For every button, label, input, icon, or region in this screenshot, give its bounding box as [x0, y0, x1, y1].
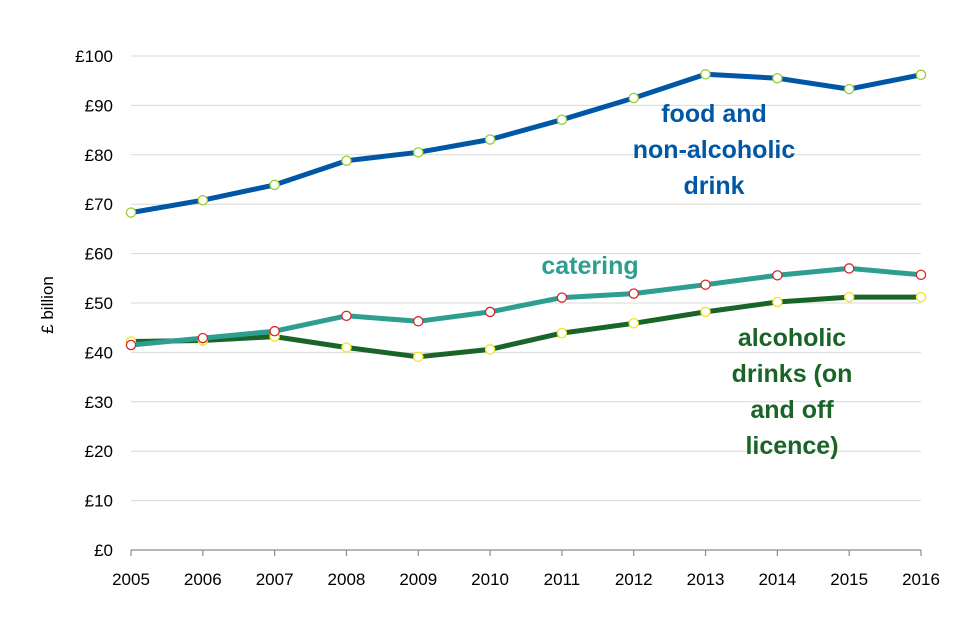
x-tick-label: 2011: [544, 570, 581, 589]
data-point: [843, 263, 855, 274]
data-point: [628, 288, 639, 299]
data-point: [413, 351, 424, 363]
data-point: [556, 327, 568, 339]
series-line: [128, 71, 924, 216]
series-label-line: non-alcoholic: [633, 136, 796, 164]
y-tick-label: £0: [94, 541, 113, 560]
x-tick-label: 2007: [256, 570, 294, 589]
data-point: [484, 306, 496, 318]
data-point: [413, 147, 424, 158]
y-tick-label: £60: [85, 245, 113, 264]
series-label: catering: [541, 252, 638, 280]
y-tick-label: £90: [85, 96, 113, 115]
y-axis-ticks: £0 £10 £20 £30 £40 £50 £60 £70 £80 £90 £100: [75, 47, 113, 560]
series-line: [128, 265, 924, 348]
y-tick-label: £80: [85, 146, 113, 165]
y-axis-label: £ billion: [38, 276, 57, 334]
data-point: [484, 344, 496, 355]
data-point: [915, 69, 927, 81]
x-tick-label: 2014: [758, 570, 796, 589]
data-point: [915, 291, 927, 303]
data-point: [269, 325, 280, 337]
series-label-line: and off: [750, 396, 834, 424]
series-line: [128, 294, 924, 360]
data-point: [556, 292, 568, 303]
data-point: [556, 114, 568, 125]
data-point: [341, 310, 352, 322]
x-tick-label: 2012: [615, 570, 653, 589]
data-point: [700, 69, 711, 80]
x-tick-label: 2013: [687, 570, 725, 589]
data-point: [915, 269, 927, 281]
data-point: [341, 342, 352, 353]
x-tick-label: 2009: [399, 570, 437, 589]
x-tick-label: 2015: [830, 570, 868, 589]
y-tick-label: £100: [75, 47, 113, 66]
data-point: [700, 306, 711, 318]
series-label-line: alcoholic: [738, 324, 846, 352]
data-point: [197, 194, 209, 206]
y-tick-label: £30: [85, 393, 113, 412]
data-point: [628, 318, 639, 329]
x-axis-ticks: 2005 2006 2007 2008 2009 2010 2011 2012 2013 2014…: [112, 550, 940, 589]
data-point: [628, 92, 639, 104]
series-label: alcoholic drinks (on and off licence): [732, 324, 853, 460]
y-tick-label: £10: [85, 492, 113, 511]
x-tick-label: 2006: [184, 570, 222, 589]
x-tick-label: 2005: [112, 570, 150, 589]
data-point: [125, 339, 137, 351]
data-point: [269, 179, 280, 191]
data-point: [125, 207, 137, 218]
data-point: [197, 332, 209, 344]
x-tick-label: 2016: [902, 570, 940, 589]
data-point: [843, 83, 855, 95]
data-point: [772, 72, 783, 84]
data-point: [843, 291, 855, 303]
data-point: [700, 279, 711, 290]
y-tick-label: £40: [85, 343, 113, 362]
x-tick-label: 2010: [471, 570, 509, 589]
data-point: [341, 155, 352, 166]
x-tick-label: 2008: [328, 570, 366, 589]
series-labels: food and non-alcoholic drink catering alcoho…: [541, 100, 852, 460]
series-label-line: food and: [661, 100, 767, 128]
data-point: [772, 270, 783, 281]
data-point: [484, 134, 496, 145]
data-point: [772, 296, 783, 308]
series-markers: [125, 69, 927, 363]
y-tick-label: £70: [85, 195, 113, 214]
y-tick-label: £20: [85, 442, 113, 461]
series-label-line: licence): [745, 432, 838, 460]
series-label-line: drinks (on: [732, 360, 853, 388]
y-tick-label: £50: [85, 294, 113, 313]
series-label-line: catering: [541, 252, 638, 280]
data-point: [413, 316, 424, 327]
series-label: food and non-alcoholic drink: [633, 100, 796, 200]
series-lines: [128, 71, 924, 360]
series-label-line: drink: [683, 172, 744, 200]
